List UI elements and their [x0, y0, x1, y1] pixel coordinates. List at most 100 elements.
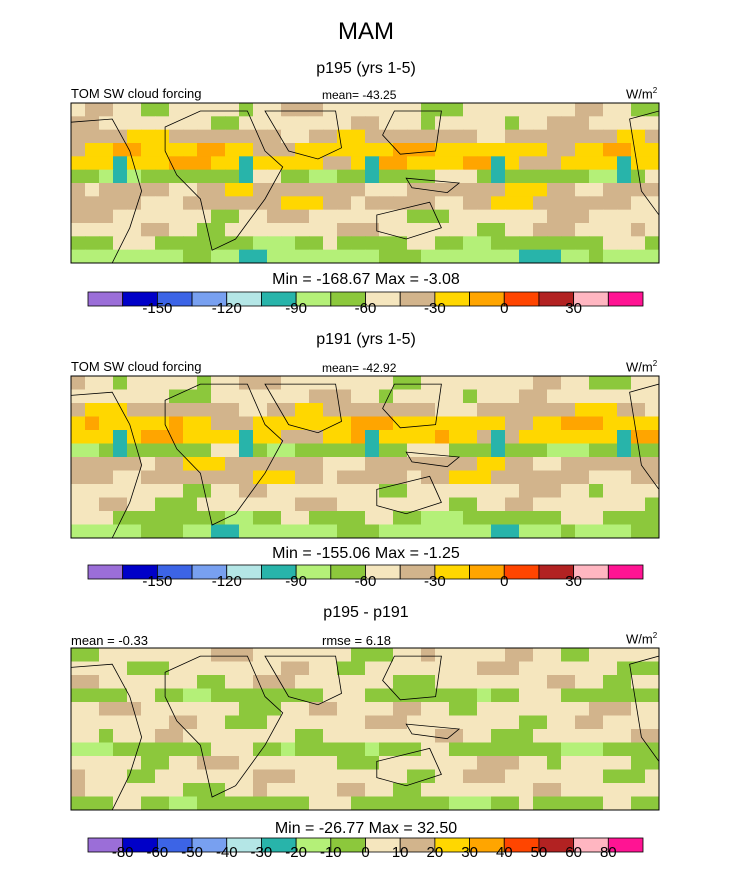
panel-3-field-cell — [113, 756, 128, 771]
panel-2-field-cell — [533, 403, 548, 418]
panel-2-field-cell — [379, 511, 394, 526]
panel-2-field-cell — [127, 457, 142, 472]
panel-1-field-cell — [561, 116, 576, 131]
panel-1-field-cell — [71, 236, 86, 251]
panel-3-field-cell — [323, 661, 338, 676]
panel-1-left-label: TOM SW cloud forcing — [71, 86, 202, 101]
panel-2-field-cell — [155, 457, 170, 472]
panel-1-field-cell — [99, 116, 114, 131]
panel-3-field-cell — [533, 742, 548, 757]
panel-2-field-cell — [491, 443, 506, 458]
panel-3-field-cell — [421, 675, 436, 690]
panel-2-field-cell — [323, 376, 338, 391]
panel-1-field-cell — [323, 143, 338, 157]
panel-3-field-cell — [253, 648, 268, 663]
panel-3-field-cell — [379, 715, 394, 730]
panel-2-field-cell — [477, 511, 492, 526]
panel-2-field-cell — [463, 524, 478, 538]
panel-1-field-cell — [295, 249, 310, 263]
panel-3-field-cell — [183, 783, 198, 798]
panel-3-field-cell — [197, 675, 212, 690]
panel-2-units-exp: 2 — [652, 359, 658, 368]
panel-1-field-cell — [225, 236, 240, 251]
panel-1-field-cell — [645, 156, 659, 171]
panel-2-field-cell — [589, 376, 604, 391]
panel-2-field-cell — [435, 403, 450, 418]
panel-2-field-cell — [351, 416, 366, 431]
panel-3-field-cell — [561, 742, 576, 757]
panel-1-field-cell — [309, 143, 324, 157]
panel-3-field-cell — [421, 783, 436, 798]
panel-1-field-cell — [85, 196, 100, 211]
panel-2-field-cell — [225, 484, 240, 499]
panel-3-field-cell — [267, 648, 282, 663]
panel-1-field-cell — [113, 236, 128, 251]
panel-2-field-cell — [561, 470, 576, 485]
panel-1-field-cell — [547, 103, 562, 117]
panel-1-field-cell — [547, 236, 562, 251]
panel-3-field-cell — [351, 715, 366, 730]
panel-1-field-cell — [505, 103, 520, 117]
panel-1-field-cell — [99, 103, 114, 117]
panel-3-field-cell — [239, 675, 254, 690]
panel-3-field-cell — [155, 661, 170, 676]
panel-2-field-cell — [225, 457, 240, 472]
panel-3-field-cell — [309, 729, 324, 744]
panel-3-field-cell — [631, 702, 646, 717]
panel-2-field-cell — [505, 484, 520, 499]
panel-3-field-cell — [365, 688, 380, 703]
panel-2-field-cell — [169, 443, 184, 458]
panel-3-field-cell — [211, 796, 226, 810]
panel-2-colorbar-tick-label: -30 — [424, 573, 446, 590]
panel-2-field-cell — [463, 470, 478, 485]
panel-3-field-cell — [323, 648, 338, 663]
panel-3-field-cell — [365, 729, 380, 744]
panel-2-field-cell — [645, 484, 659, 499]
panel-3-field-cell — [155, 715, 170, 730]
panel-2-colorbar-tick-label: -150 — [142, 573, 172, 590]
panel-1-field-cell — [211, 183, 226, 197]
panel-3-field-cell — [183, 648, 198, 663]
panel-3-field-cell — [421, 648, 436, 663]
panel-1-field-cell — [575, 249, 590, 263]
panel-2-colorbar-swatch — [607, 564, 644, 580]
panel-1-field-cell — [645, 249, 659, 263]
panel-1-field-cell — [603, 236, 618, 251]
panel-1-field-cell — [463, 156, 478, 171]
panel-3-field-cell — [477, 675, 492, 690]
panel-1-field-cell — [477, 236, 492, 251]
panel-2-field-cell — [575, 376, 590, 391]
panel-3-field-cell — [127, 729, 142, 744]
panel-1-field-cell — [169, 169, 184, 184]
panel-2-field-cell — [365, 511, 380, 526]
panel-1-field-cell — [141, 249, 156, 263]
panel-1-field-cell — [603, 169, 618, 184]
panel-3-field-cell — [561, 675, 576, 690]
panel-2-field-cell — [99, 497, 114, 512]
panel-1-field-cell — [365, 103, 380, 117]
panel-1-field-cell — [379, 223, 394, 237]
panel-2-field-cell — [85, 511, 100, 526]
panel-3-left-label: mean = -0.33 — [71, 633, 148, 648]
panel-2-field-cell — [337, 443, 352, 458]
panel-1-colorbar-tick-label: -90 — [285, 300, 307, 317]
panel-1-field-cell — [309, 196, 324, 211]
panel-2-field-cell — [449, 389, 464, 404]
panel-2-field-cell — [225, 416, 240, 431]
panel-3-colorbar-tick-label: 20 — [427, 844, 444, 861]
panel-1-field-cell — [449, 103, 464, 117]
panel-1-field-cell — [113, 196, 128, 211]
panel-3-field-cell — [491, 661, 506, 676]
panel-2-field-cell — [491, 511, 506, 526]
panel-2-field-cell — [113, 389, 128, 404]
panel-2-field-cell — [463, 376, 478, 391]
panel-2-field-cell — [505, 376, 520, 391]
panel-3-field-cell — [225, 648, 240, 663]
panel-1-field-cell — [477, 103, 492, 117]
panel-3-field-cell — [477, 648, 492, 663]
panel-3-field-cell — [617, 742, 632, 757]
panel-1-field-cell — [589, 143, 604, 157]
panel-2-field-cell — [365, 389, 380, 404]
panel-3-field-cell — [491, 742, 506, 757]
panel-3-field-cell — [351, 702, 366, 717]
